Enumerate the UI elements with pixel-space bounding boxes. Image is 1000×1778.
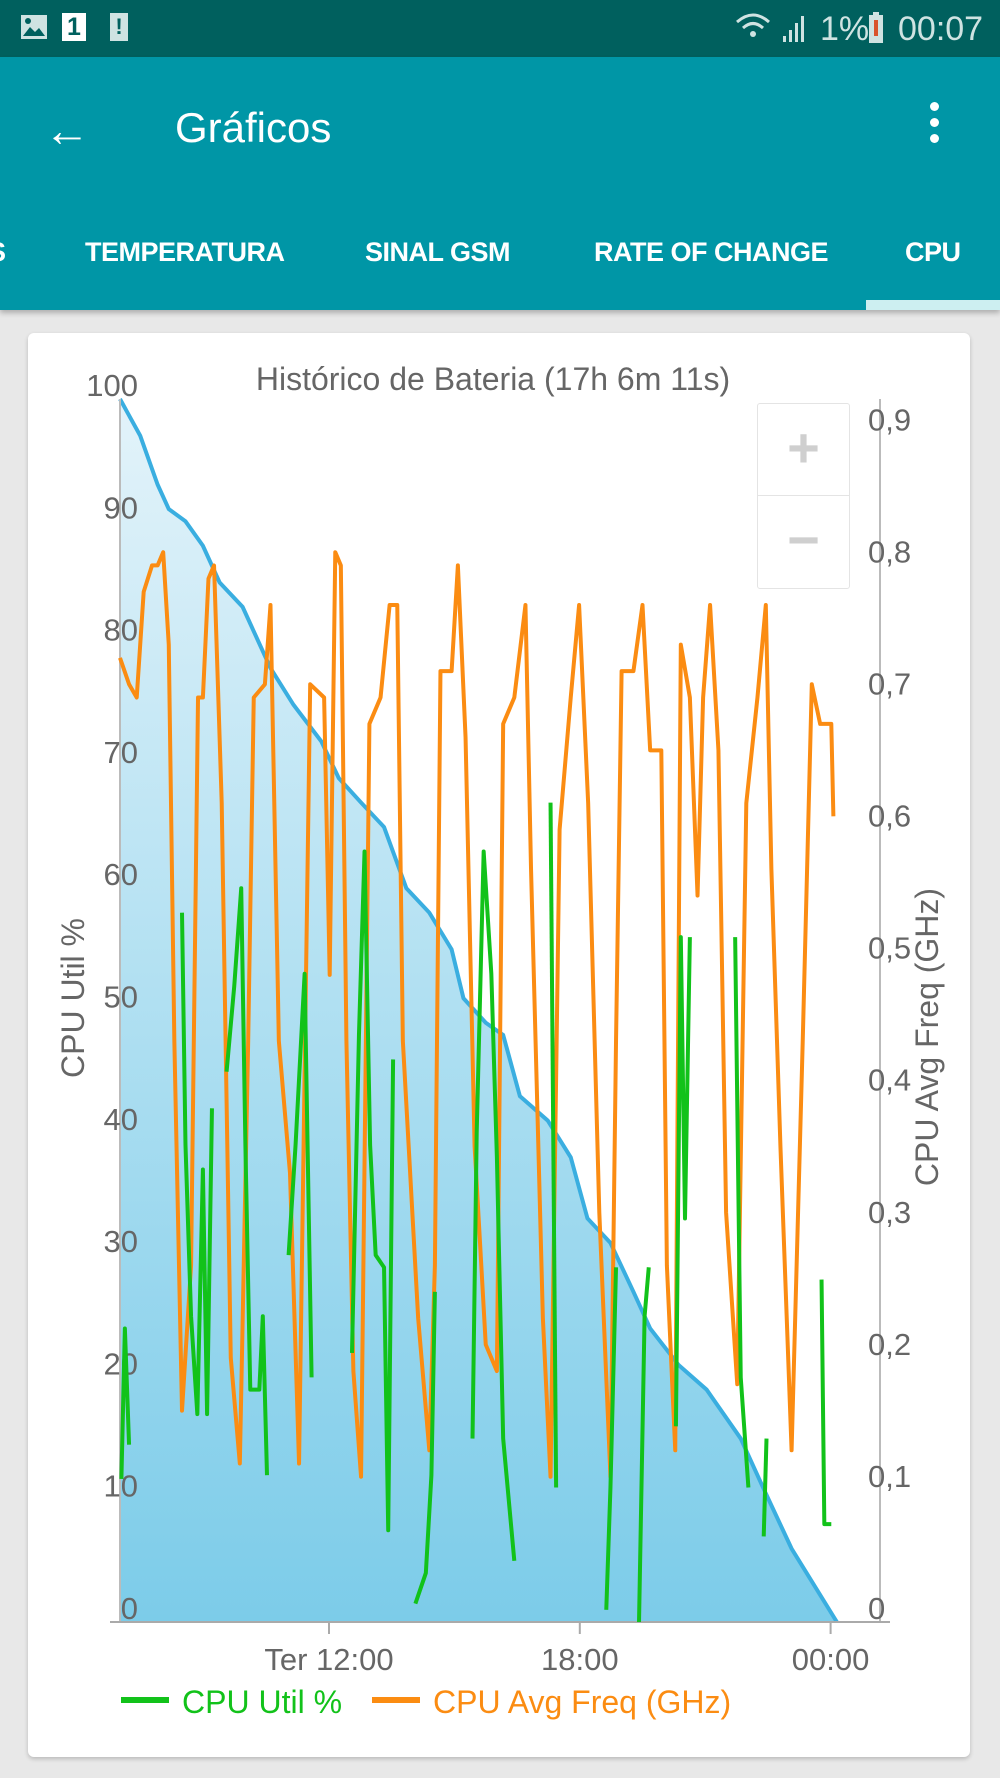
y-axis-right-label: CPU Avg Freq (GHz) [909, 888, 945, 1186]
tab-temperatura[interactable]: TEMPERATURA [85, 237, 285, 267]
cpu-util-segment [349, 849, 396, 1533]
x-tick-label: Ter 12:00 [264, 1642, 393, 1677]
battery-percent: 1% [820, 10, 870, 48]
cpu-util-segment [470, 849, 517, 1562]
y-tick-left: 80 [104, 613, 138, 648]
tab-indicator [866, 300, 1000, 310]
cpu-util-segment [548, 802, 559, 1488]
zoom-in-button[interactable]: + [787, 416, 820, 479]
y-tick-left: 20 [104, 1346, 138, 1381]
zoom-controls: + − [757, 403, 850, 589]
cpu-freq-line [118, 550, 836, 1479]
cpu-util-segment [761, 1438, 769, 1537]
y-tick-left: 90 [104, 490, 138, 525]
tab-sinal-gsm[interactable]: SINAL GSM [365, 237, 511, 267]
tab-rate-of-change[interactable]: RATE OF CHANGE [594, 237, 829, 267]
cpu-util-segment [819, 1279, 832, 1527]
y-axis-left-label: CPU Util % [55, 918, 91, 1078]
y-tick-right: 0,6 [868, 799, 911, 834]
legend-swatch-cpu-freq [372, 1697, 420, 1703]
zoom-out-button[interactable]: − [758, 495, 849, 587]
y-tick-left: 0 [121, 1591, 138, 1626]
legend-swatch-cpu-util [121, 1697, 169, 1703]
y-tick-right: 0,2 [868, 1327, 911, 1362]
cpu-util-segment [286, 971, 314, 1378]
cpu-util-segment [119, 1326, 132, 1479]
y-tick-left: 40 [104, 1102, 138, 1137]
cpu-util-segment [637, 1267, 651, 1623]
legend-cpu-freq: CPU Avg Freq (GHz) [433, 1684, 731, 1720]
notification-1-icon: 1 [62, 13, 86, 41]
arrow-left-icon[interactable]: ← [44, 104, 90, 156]
y-tick-left: 50 [104, 980, 138, 1015]
y-tick-left: 100 [86, 368, 138, 403]
y-tick-left: 70 [104, 735, 138, 770]
cpu-util-segment [224, 886, 269, 1476]
tab-cpu[interactable]: CPU [905, 237, 961, 267]
status-bar: 1 ! 1% 00:07 [0, 0, 1000, 57]
y-tick-right: 0,1 [868, 1459, 911, 1494]
chart-title: Histórico de Bateria (17h 6m 11s) [256, 361, 730, 397]
battery-low-icon [869, 12, 883, 43]
page-title: Gráficos [175, 104, 332, 151]
y-tick-right: 0,3 [868, 1195, 911, 1230]
more-vert-icon[interactable] [930, 102, 942, 150]
x-tick-label: 00:00 [792, 1642, 870, 1677]
legend: CPU Util % CPU Avg Freq (GHz) [121, 1684, 731, 1720]
app-bar: ← Gráficos S TEMPERATURA SINAL GSM RATE … [0, 57, 1000, 310]
y-tick-right: 0,5 [868, 931, 911, 966]
cpu-util-segment [673, 935, 692, 1427]
cpu-util-segment [413, 1291, 437, 1605]
y-tick-right: 0,8 [868, 534, 911, 569]
cpu-util-segment [604, 1267, 619, 1610]
cpu-util-segment [180, 912, 214, 1417]
y-tick-left: 60 [104, 857, 138, 892]
y-tick-right: 0,7 [868, 666, 911, 701]
image-icon [21, 15, 47, 39]
wifi-signal-icon [736, 13, 804, 42]
clock: 00:07 [898, 10, 984, 48]
alert-icon: ! [110, 13, 128, 41]
y-tick-left: 30 [104, 1224, 138, 1259]
tab-partial[interactable]: S [0, 237, 6, 268]
cpu-util-segment [733, 937, 751, 1488]
y-tick-right: 0,9 [868, 402, 911, 437]
y-tick-right: 0,4 [868, 1063, 911, 1098]
legend-cpu-util: CPU Util % [182, 1684, 342, 1720]
y-tick-right: 0 [868, 1591, 885, 1626]
x-tick-label: 18:00 [541, 1642, 619, 1677]
